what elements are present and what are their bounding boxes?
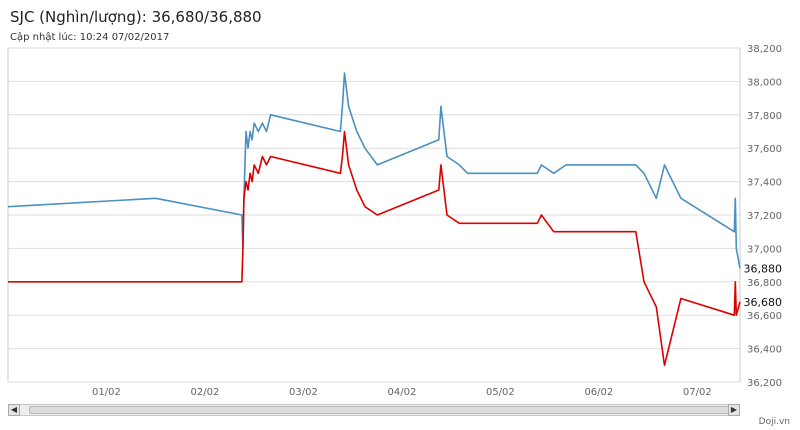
x-tick-label: 02/02 bbox=[191, 387, 220, 398]
scrollbar-thumb[interactable] bbox=[29, 406, 731, 414]
price-chart: 36,200 36,400 36,600 36,800 37,000 37,200 37,4… bbox=[7, 44, 786, 398]
x-tick-label: 03/02 bbox=[289, 387, 318, 398]
y-tick-label: 37,000 bbox=[747, 244, 782, 255]
y-tick-label: 37,400 bbox=[747, 178, 782, 189]
y-tick-label: 36,800 bbox=[747, 278, 782, 289]
x-tick-label: 07/02 bbox=[683, 387, 712, 398]
scroll-left-icon[interactable]: ◀ bbox=[8, 404, 20, 416]
y-tick-label: 38,200 bbox=[747, 44, 782, 55]
y-tick-label: 36,600 bbox=[747, 311, 782, 322]
x-tick-label: 01/02 bbox=[92, 387, 121, 398]
x-tick-label: 05/02 bbox=[486, 387, 515, 398]
y-tick-label: 37,600 bbox=[747, 144, 782, 155]
scroll-right-icon[interactable]: ▶ bbox=[728, 404, 740, 416]
last-value-bg bbox=[742, 261, 786, 276]
chart-title: SJC (Nghìn/lượng): 36,680/36,880 bbox=[10, 8, 262, 26]
y-tick-label: 36,400 bbox=[747, 345, 782, 356]
scrollbar-track[interactable] bbox=[8, 404, 740, 416]
last-value-label: 36,880 bbox=[744, 262, 783, 275]
y-tick-label: 37,800 bbox=[747, 111, 782, 122]
x-tick-label: 06/02 bbox=[584, 387, 613, 398]
source-credit: Doji.vn bbox=[758, 417, 790, 427]
y-tick-label: 36,200 bbox=[747, 378, 782, 389]
y-tick-label: 38,000 bbox=[747, 77, 782, 88]
y-tick-label: 37,200 bbox=[747, 211, 782, 222]
update-time: Cập nhật lúc: 10:24 07/02/2017 bbox=[10, 32, 170, 43]
series-line-1 bbox=[8, 130, 741, 367]
last-value-bg bbox=[742, 294, 786, 309]
series-line-0 bbox=[7, 72, 741, 269]
last-value-label: 36,680 bbox=[744, 296, 783, 309]
x-tick-label: 04/02 bbox=[387, 387, 416, 398]
